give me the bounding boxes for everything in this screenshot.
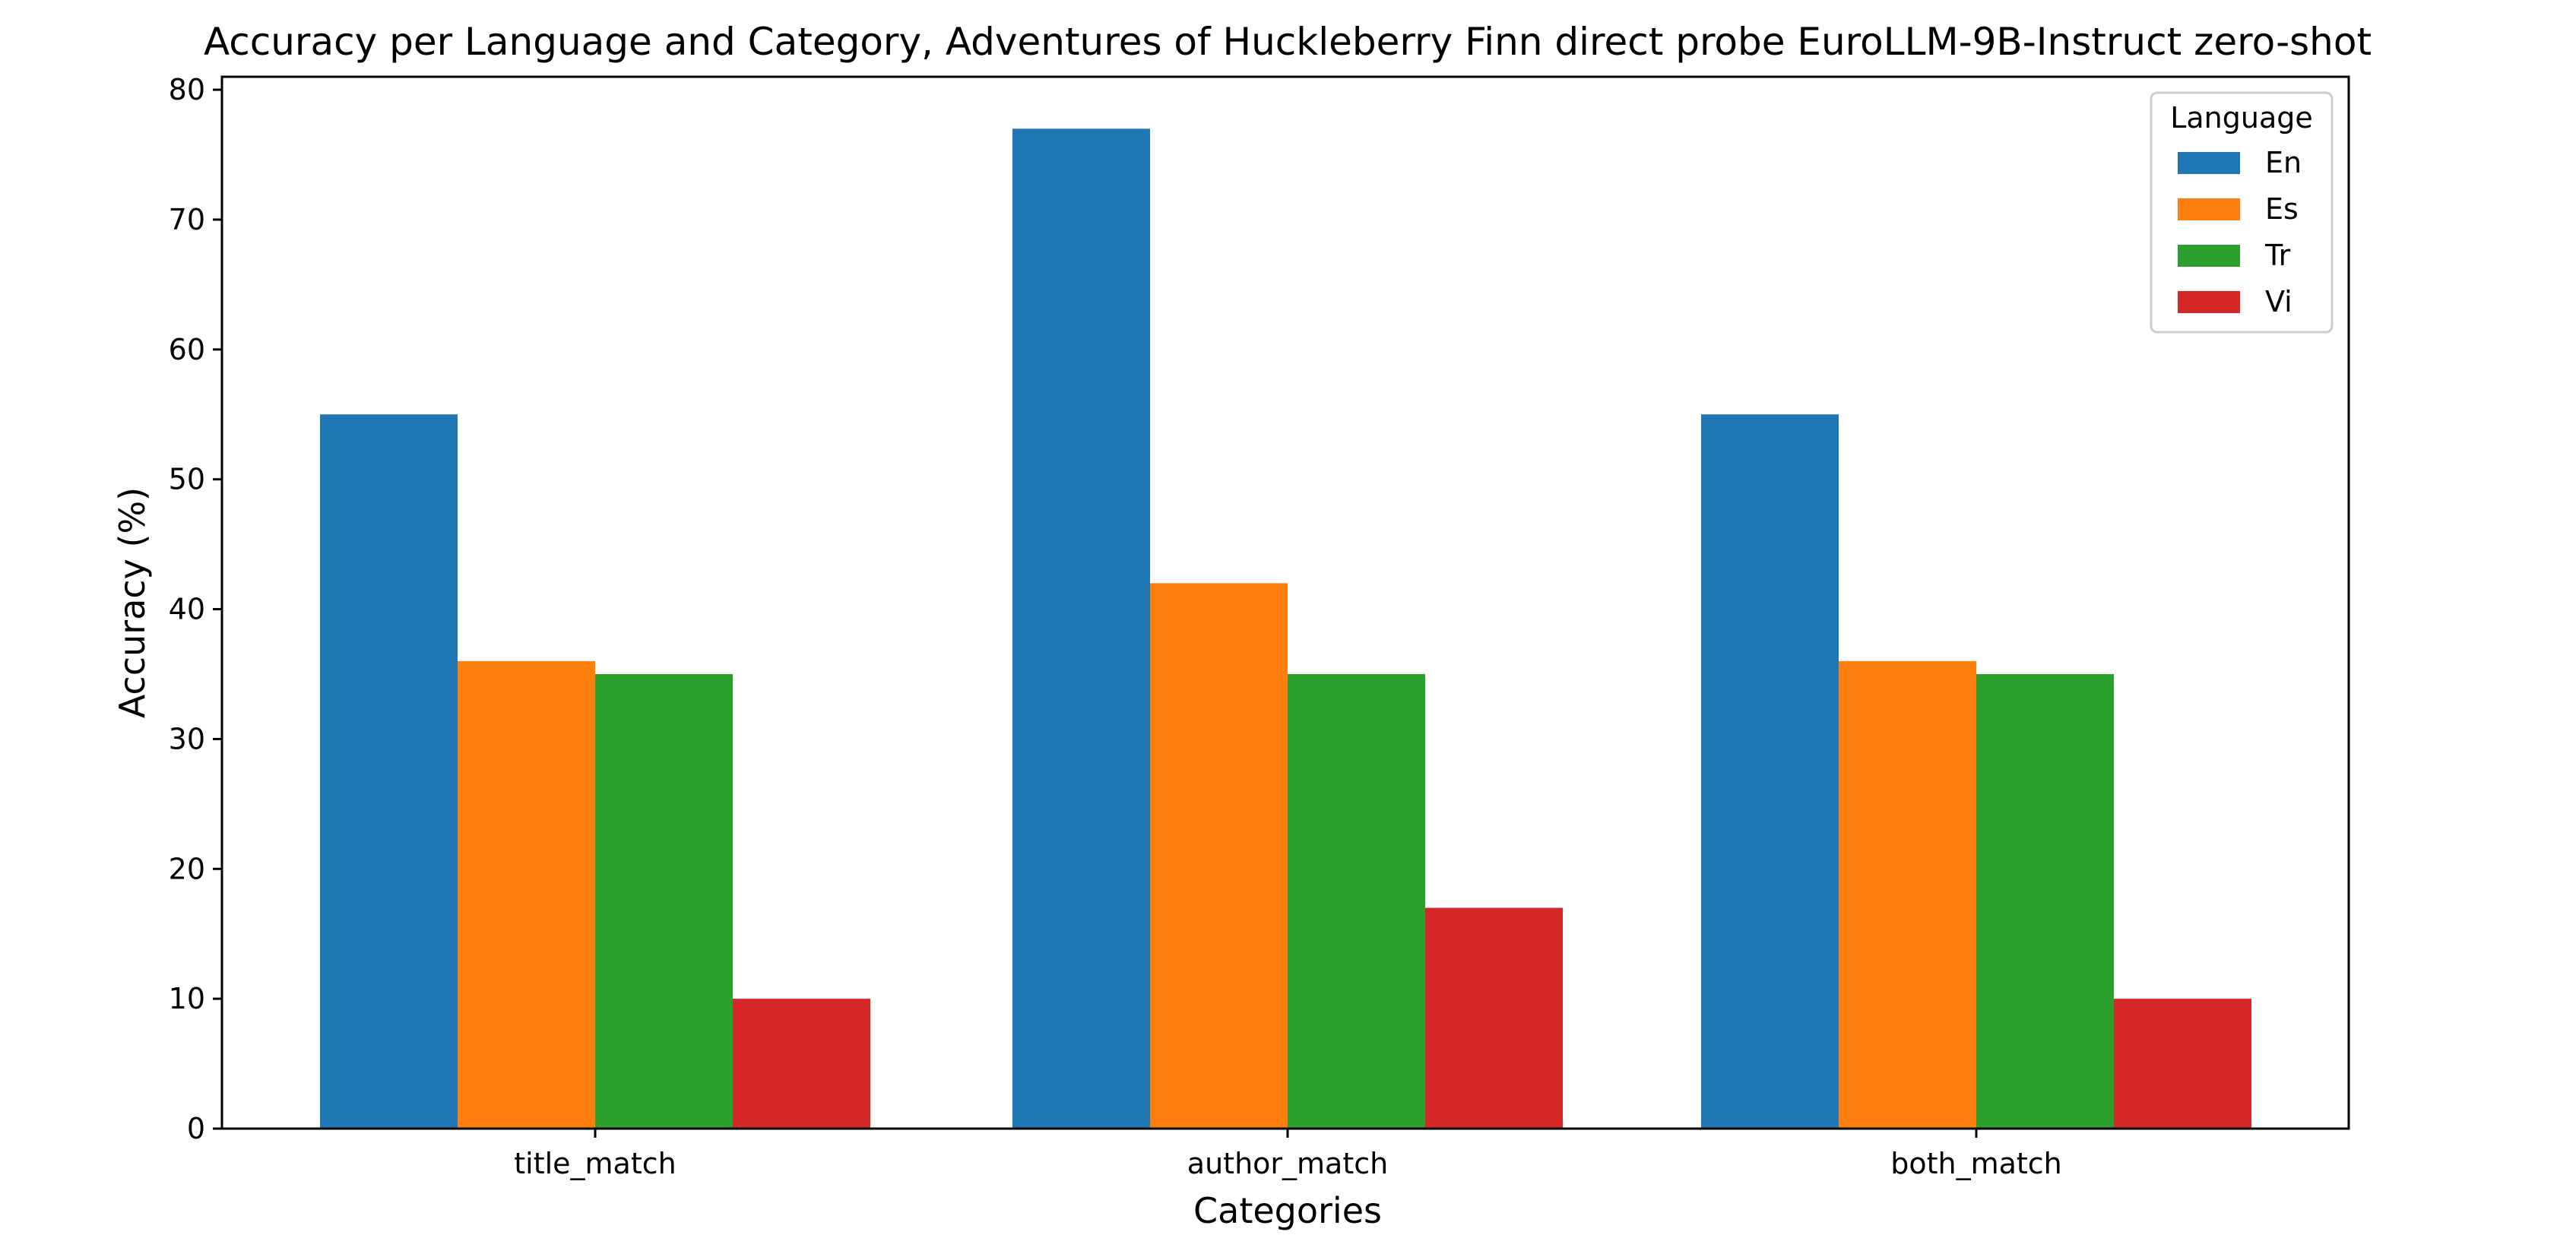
y-tick-label: 0 [187,1112,205,1145]
x-tick-label: author_match [1187,1147,1388,1180]
y-tick-label: 70 [169,203,205,236]
legend-swatch-tr [2178,245,2240,267]
bar-es-author_match [1150,583,1288,1129]
legend-title: Language [2170,101,2313,135]
y-tick-label: 40 [169,593,205,626]
bar-tr-title_match [595,673,733,1129]
legend-label-en: En [2265,146,2302,179]
y-axis-label: Accuracy (%) [112,487,153,718]
y-tick-label: 10 [169,982,205,1015]
x-axis-ticks: title_match author_match both_match [514,1129,2062,1180]
bar-vi-title_match [733,999,870,1129]
legend-label-es: Es [2265,192,2299,226]
legend-label-vi: Vi [2265,285,2292,318]
legend-items: En Es Tr Vi [2178,146,2302,318]
legend-swatch-vi [2178,291,2240,313]
x-tick-label: title_match [514,1147,676,1180]
bar-es-both_match [1839,660,1976,1129]
bar-vi-author_match [1425,907,1563,1129]
y-axis-ticks: 0 10 20 30 40 50 60 70 80 [169,73,222,1145]
bars-group [320,128,2251,1129]
bar-en-both_match [1701,414,1839,1129]
plot-frame [220,75,2350,1130]
y-tick-label: 20 [169,852,205,885]
bar-es-title_match [458,660,595,1129]
legend: Language En Es Tr Vi [2150,91,2334,334]
bar-vi-both_match [2114,999,2251,1129]
y-tick-label: 60 [169,333,205,366]
bar-tr-both_match [1976,673,2114,1129]
x-tick-label: both_match [1890,1147,2062,1180]
y-tick-label: 50 [169,463,205,496]
bar-en-title_match [320,414,458,1129]
legend-label-tr: Tr [2264,239,2291,272]
bar-en-author_match [1012,128,1150,1129]
y-tick-label: 80 [169,73,205,106]
chart-title: Accuracy per Language and Category, Adve… [204,20,2372,64]
legend-swatch-es [2178,198,2240,220]
legend-swatch-en [2178,152,2240,174]
y-tick-label: 30 [169,722,205,755]
x-axis-label: Categories [1193,1190,1382,1231]
bar-tr-author_match [1288,673,1425,1129]
